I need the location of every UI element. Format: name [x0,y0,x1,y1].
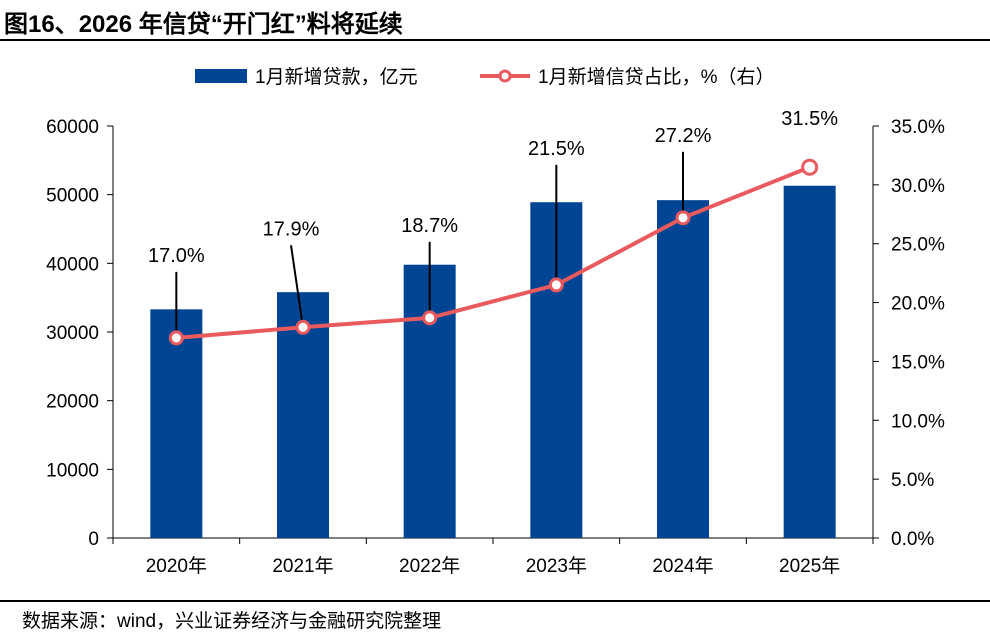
x-tick-label: 2020年 [146,555,207,577]
data-label: 17.0% [148,245,205,267]
right-tick-label: 5.0% [891,470,934,491]
left-tick-label: 50000 [46,186,99,207]
line-point-2023年 [548,277,564,293]
bar-2024年 [657,200,709,538]
bar-2025年 [783,185,836,539]
data-label: 31.5% [781,108,838,130]
data-label: 21.5% [528,138,585,160]
x-tick-label: 2022年 [399,555,460,577]
right-tick-label: 25.0% [891,235,945,256]
legend-line-label: 1月新增信贷占比，%（右） [538,66,774,88]
x-tick-label: 2023年 [526,555,587,577]
line-point-2025年 [801,158,819,176]
left-tick-label: 60000 [46,117,99,138]
left-tick-label: 30000 [46,323,99,344]
data-label: 18.7% [401,215,458,237]
right-tick-label: 30.0% [891,176,945,197]
left-tick-label: 0 [88,529,99,550]
x-tick-label: 2024年 [652,555,713,577]
right-tick-label: 15.0% [891,352,945,373]
data-label: 17.9% [263,218,320,240]
legend-line-marker [498,69,512,83]
x-tick-label: 2025年 [779,555,840,577]
line-point-2020年 [168,330,184,346]
data-label: 27.2% [655,125,712,147]
left-tick-label: 20000 [46,392,99,413]
callout-line [290,245,304,328]
right-tick-label: 20.0% [891,294,945,315]
legend-bar-swatch [195,69,247,83]
chart-title: 图16、2026 年信贷“开门红”料将延续 [4,11,403,38]
source-note: 数据来源：wind，兴业证券经济与金融研究院整理 [22,611,442,632]
left-tick-label: 10000 [46,460,99,481]
right-tick-label: 35.0% [891,117,945,138]
line-series [176,165,811,340]
x-tick-label: 2021年 [272,555,333,577]
bar-2020年 [150,309,203,538]
line-point-2024年 [675,210,691,226]
line-point-2022年 [422,310,438,326]
left-tick-label: 40000 [46,254,99,275]
legend-bar-label: 1月新增贷款，亿元 [255,66,418,88]
right-tick-label: 0.0% [891,529,934,550]
right-tick-label: 10.0% [891,411,945,432]
line-point-2021年 [295,319,311,335]
